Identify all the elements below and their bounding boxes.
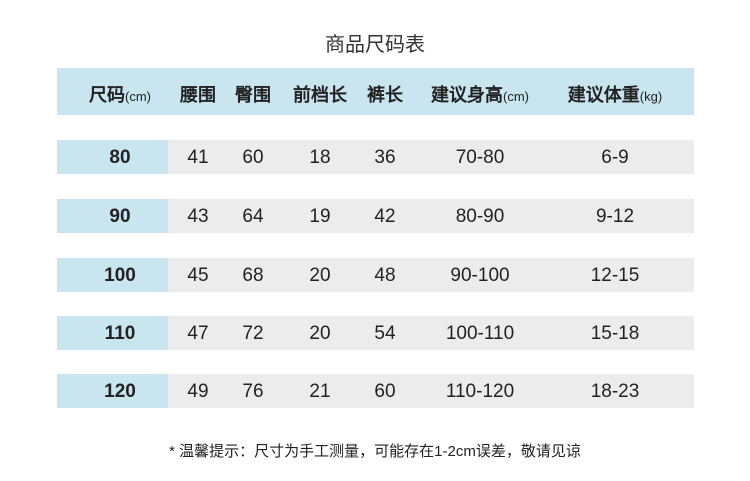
table-cell: 47 [187,323,209,344]
chart-title: 商品尺码表 [325,34,425,56]
table-cell: 43 [187,206,209,227]
header-unit: (kg) [639,89,663,104]
header-label: 腰围 [180,85,216,105]
table-cell: 41 [187,147,209,168]
size-cell-bg [57,140,168,174]
table-cell: 54 [374,323,396,344]
measurement-note: * 温馨提示：尺寸为手工测量，可能存在1-2cm误差，敬请见谅 [169,443,581,460]
size-cell: 120 [104,381,136,402]
header-cell: 建议身高(cm) [431,81,529,107]
header-unit: (cm) [503,89,529,104]
header-label: 臀围 [235,85,271,105]
table-cell: 72 [242,323,264,344]
table-cell: 76 [242,381,264,402]
table-cell: 45 [187,265,209,286]
table-cell: 100-110 [445,323,515,344]
table-cell: 80-90 [455,206,505,227]
table-cell: 18 [309,147,331,168]
table-row: 90 43 64 19 42 80-90 9-12 [57,199,694,233]
table-cell: 49 [187,381,209,402]
size-cell: 110 [104,323,136,344]
table-cell: 64 [242,206,264,227]
header-cell: 腰围 [180,81,216,107]
table-cell: 18-23 [590,381,640,402]
table-cell: 48 [374,265,396,286]
table-cell: 15-18 [590,323,640,344]
table-row: 120 49 76 21 60 110-120 18-23 [57,374,694,408]
size-cell: 80 [109,147,131,168]
table-cell: 110-120 [445,381,515,402]
header-cell: 建议体重(kg) [568,81,662,107]
header-cell: 臀围 [235,81,271,107]
header-cell: 尺码(cm) [89,81,151,107]
header-label: 建议体重 [567,85,640,105]
header-label: 尺码 [89,85,125,105]
size-cell-bg [57,316,168,350]
header-label: 建议身高 [431,85,503,105]
header-unit: (cm) [125,89,151,104]
table-cell: 6-9 [601,147,629,168]
table-cell: 42 [374,206,396,227]
size-cell-bg [57,258,168,292]
table-cell: 60 [242,147,264,168]
header-cell: 前档长 [293,81,347,107]
header-label: 裤长 [367,85,403,105]
table-row: 110 47 72 20 54 100-110 15-18 [57,316,694,350]
table-cell: 70-80 [455,147,505,168]
table-cell: 60 [374,381,396,402]
table-cell: 90-100 [450,265,510,286]
table-cell: 9-12 [595,206,635,227]
table-cell: 68 [242,265,264,286]
table-row: 80 41 60 18 36 70-80 6-9 [57,140,694,174]
table-cell: 19 [309,206,331,227]
table-cell: 20 [309,265,331,286]
table-header: 尺码(cm) 腰围 臀围 前档长 裤长 建议身高(cm) 建议体重(kg) [57,68,694,115]
table-row: 100 45 68 20 48 90-100 12-15 [57,258,694,292]
table-cell: 36 [374,147,396,168]
size-cell-bg [57,199,168,233]
size-cell: 100 [104,265,136,286]
table-cell: 20 [309,323,331,344]
header-label: 前档长 [293,85,347,105]
size-cell-bg [57,374,168,408]
table-cell: 21 [309,381,331,402]
size-cell: 90 [109,206,131,227]
header-cell: 裤长 [367,81,403,107]
table-cell: 12-15 [590,265,640,286]
